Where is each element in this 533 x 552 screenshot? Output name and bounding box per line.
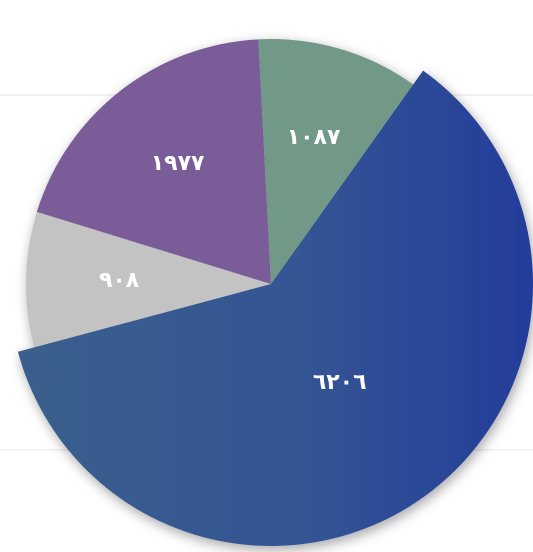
pie-slice — [26, 211, 272, 348]
slice-label: ٩٠٨ — [99, 268, 140, 293]
pie-slices — [17, 39, 533, 546]
pie-slice — [36, 39, 271, 284]
pie-slice — [258, 39, 414, 284]
pie-slice — [17, 70, 533, 546]
slice-label: ١٩٧٧ — [151, 151, 205, 176]
slice-label: ٦٢٠٦ — [313, 370, 367, 395]
pie-labels: ٩٠٨ ١٩٧٧ ١٠٨٧ ٦٢٠٦ — [99, 125, 367, 395]
slice-label: ١٠٨٧ — [287, 125, 341, 150]
